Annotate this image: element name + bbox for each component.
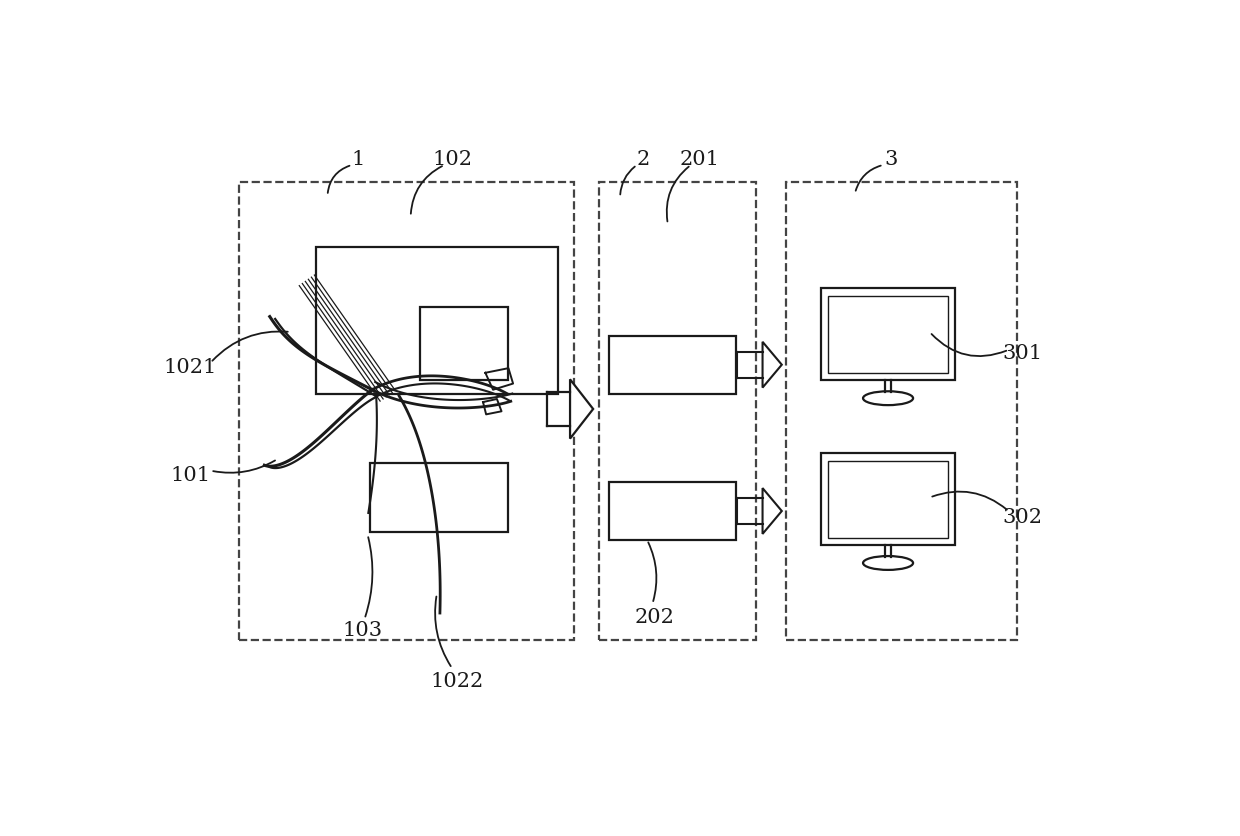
Polygon shape: [763, 488, 781, 534]
Text: 302: 302: [1002, 507, 1042, 527]
Text: 202: 202: [635, 608, 675, 627]
Bar: [609, 482, 735, 540]
Text: 103: 103: [342, 620, 382, 640]
Text: 201: 201: [680, 150, 719, 169]
Text: 1022: 1022: [430, 671, 484, 691]
Bar: [821, 453, 956, 546]
Text: 101: 101: [170, 466, 211, 484]
Bar: [316, 248, 558, 394]
Bar: [420, 308, 508, 381]
Text: 301: 301: [1002, 344, 1042, 363]
Bar: [821, 288, 956, 381]
Bar: [370, 463, 508, 533]
Text: 102: 102: [433, 150, 472, 169]
Bar: [609, 336, 735, 394]
Polygon shape: [570, 380, 593, 439]
Text: 3: 3: [884, 150, 898, 169]
Bar: [828, 297, 947, 374]
Text: 2: 2: [636, 150, 650, 169]
Text: 1021: 1021: [164, 358, 217, 377]
Bar: [828, 461, 947, 538]
Polygon shape: [763, 343, 781, 388]
Text: 1: 1: [352, 150, 365, 169]
